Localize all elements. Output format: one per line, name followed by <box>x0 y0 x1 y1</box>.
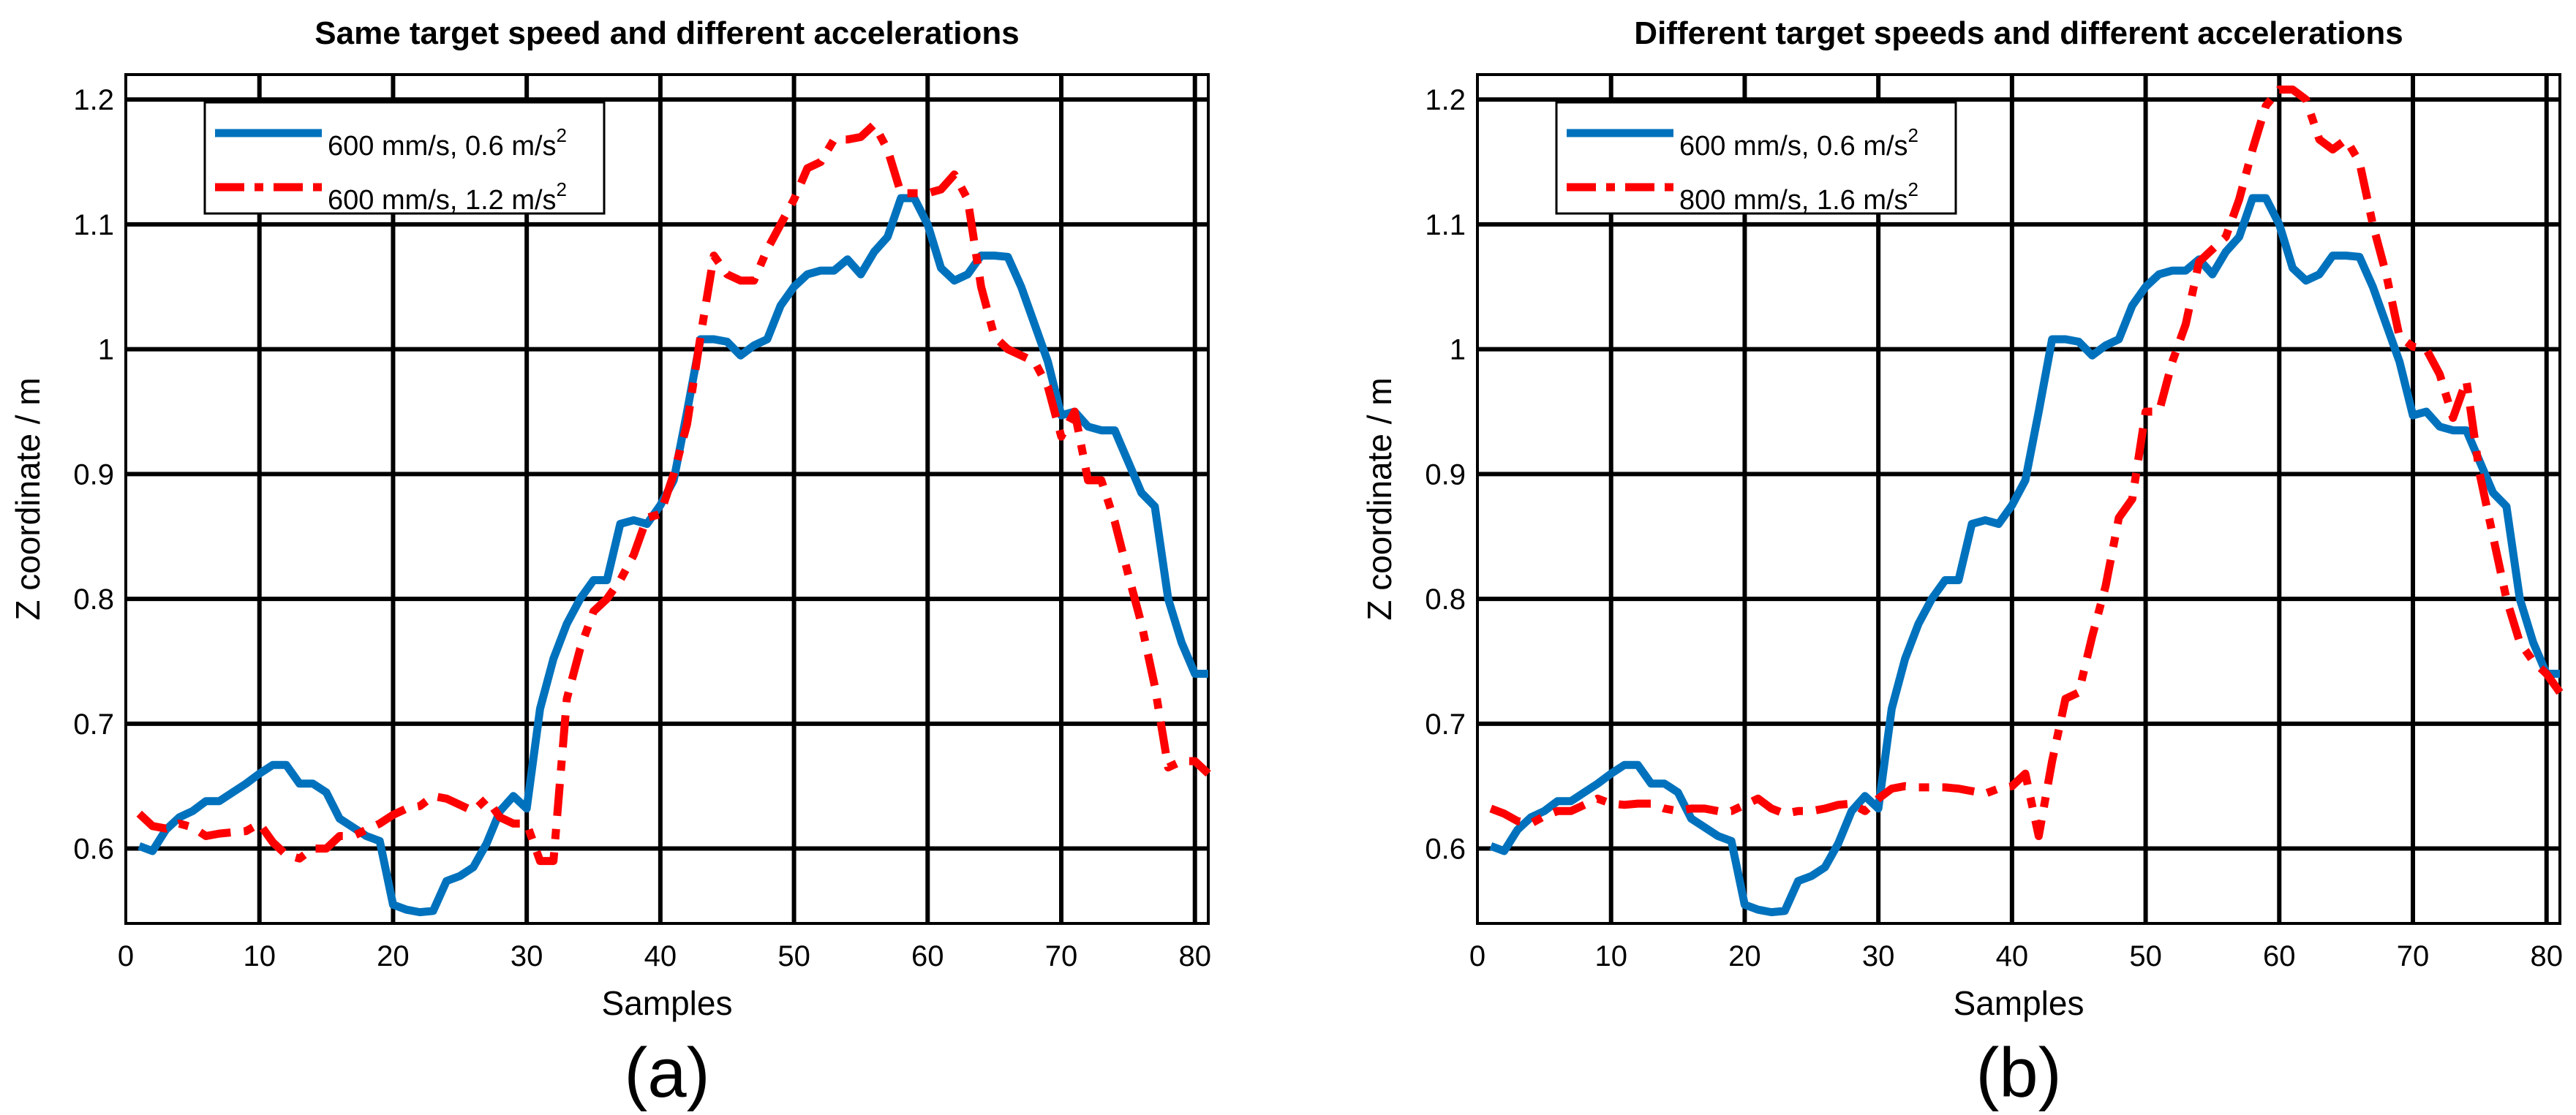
legend-label: 800 mm/s, 1.6 m/s2 <box>1679 178 1918 216</box>
series-line <box>1489 194 2560 917</box>
x-tick-label: 10 <box>1594 940 1627 972</box>
x-tick-label: 60 <box>2263 940 2296 972</box>
y-tick-label: 0.7 <box>1425 708 1466 741</box>
series-line <box>1489 86 2564 840</box>
x-tick-label: 80 <box>2530 940 2563 972</box>
chart-title: Different target speeds and different ac… <box>1634 15 2403 51</box>
x-tick-label: 50 <box>2129 940 2162 972</box>
x-tick-label: 20 <box>377 940 410 972</box>
chart-b: 0 10 20 30 40 50 60 70 80 0.6 0.7 0.8 0.9 1 1.1 1.2 Diff… <box>1360 15 2564 1112</box>
x-tick-label: 50 <box>777 940 810 972</box>
y-tick-label: 1.2 <box>73 84 114 116</box>
legend-label-superscript: 2 <box>557 178 567 200</box>
y-tick-label: 0.8 <box>73 583 114 616</box>
legend: 600 mm/s, 0.6 m/s2 600 mm/s, 1.2 m/s2 <box>203 101 606 216</box>
y-tick-label: 1.2 <box>1425 84 1466 116</box>
legend-label: 600 mm/s, 1.2 m/s2 <box>328 178 567 216</box>
axes-frame <box>124 73 1210 925</box>
x-tick-label: 0 <box>118 940 134 972</box>
x-tick-label: 40 <box>1996 940 2029 972</box>
y-tick-label: 0.9 <box>1425 458 1466 491</box>
y-tick-label: 0.6 <box>73 834 114 866</box>
y-tick-label: 0.6 <box>1425 834 1466 866</box>
series-line <box>136 120 1211 866</box>
y-tick-label: 1.1 <box>1425 209 1466 241</box>
y-tick-label: 0.9 <box>73 458 114 491</box>
axes-frame <box>1476 73 2561 925</box>
legend: 600 mm/s, 0.6 m/s2 800 mm/s, 1.6 m/s2 <box>1555 101 1957 216</box>
y-axis-label: Z coordinate / m <box>9 377 47 620</box>
y-tick-label: 0.7 <box>73 708 114 741</box>
legend-label: 600 mm/s, 0.6 m/s2 <box>1679 124 1918 162</box>
x-tick-label: 0 <box>1469 940 1485 972</box>
x-tick-label: 70 <box>2397 940 2430 972</box>
x-tick-label: 40 <box>644 940 677 972</box>
legend-label-superscript: 2 <box>1908 124 1918 146</box>
panel-label: (a) <box>624 1034 709 1112</box>
y-tick-label: 0.8 <box>1425 583 1466 616</box>
chart-a: 0 10 20 30 40 50 60 70 80 0.6 0.7 0.8 0.9 1 1.1 1.2 Same… <box>9 15 1211 1112</box>
x-tick-label: 30 <box>511 940 543 972</box>
y-tick-label: 1 <box>98 334 114 366</box>
x-tick-label: 60 <box>911 940 944 972</box>
legend-box <box>203 101 606 215</box>
y-tick-label: 1.1 <box>73 209 114 241</box>
legend-label-superscript: 2 <box>1908 178 1918 200</box>
x-tick-label: 20 <box>1728 940 1761 972</box>
legend-label-superscript: 2 <box>557 124 567 146</box>
y-axis-label: Z coordinate / m <box>1360 377 1398 620</box>
y-tick-label: 1 <box>1450 334 1466 366</box>
legend-box <box>1555 101 1957 215</box>
chart-title: Same target speed and different accelera… <box>315 15 1019 51</box>
x-axis-label: Samples <box>602 984 733 1022</box>
x-axis-label: Samples <box>1954 984 2084 1022</box>
x-tick-label: 10 <box>243 940 276 972</box>
legend-label: 600 mm/s, 0.6 m/s2 <box>328 124 567 162</box>
x-tick-label: 30 <box>1862 940 1895 972</box>
panel-label: (b) <box>1976 1034 2061 1112</box>
x-tick-label: 80 <box>1178 940 1211 972</box>
x-tick-label: 70 <box>1045 940 1078 972</box>
